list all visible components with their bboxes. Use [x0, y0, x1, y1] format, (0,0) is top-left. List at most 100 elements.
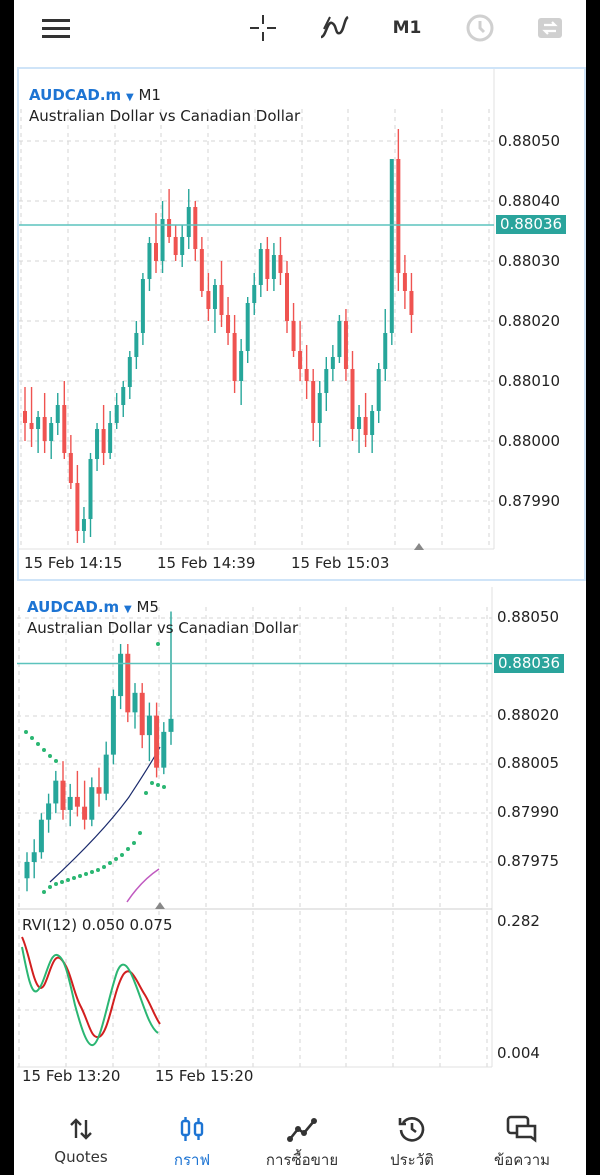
candle: [206, 291, 211, 309]
sar-dot: [84, 872, 88, 876]
price-chart-m5[interactable]: [17, 587, 582, 1092]
dropdown-arrow-icon: ▼: [123, 604, 132, 615]
candle: [173, 237, 178, 255]
candle: [396, 159, 401, 273]
symbol-name: AUDCAD.m: [27, 598, 120, 616]
top-toolbar: M1: [14, 0, 586, 58]
candle: [232, 333, 237, 381]
time-label: 15 Feb 15:20: [155, 1067, 254, 1085]
candle: [42, 417, 47, 441]
candle: [29, 423, 34, 429]
price-chart-m1[interactable]: [19, 69, 584, 579]
candle: [265, 249, 270, 279]
sar-dot: [144, 791, 148, 795]
sar-dot: [60, 880, 64, 884]
symbol-title[interactable]: AUDCAD.m ▼ M1: [29, 86, 161, 104]
candle: [278, 255, 283, 273]
symbol-timeframe: M1: [138, 86, 161, 104]
app-screen: M1 AUDCAD.m ▼ M1 Australian Dollar vs Ca…: [14, 0, 586, 1175]
price-axis-label: 0.88050: [497, 608, 560, 626]
quotes-icon: [26, 1112, 136, 1146]
price-axis-label: 0.87990: [498, 492, 561, 510]
price-axis-label: 0.88020: [498, 312, 561, 330]
time-label: 15 Feb 13:20: [22, 1067, 121, 1085]
price-axis-label: 0.87975: [497, 852, 560, 870]
candle: [24, 862, 30, 879]
candle: [95, 429, 100, 459]
messages-icon: [467, 1112, 577, 1146]
indicator-label: RVI(12) 0.050 0.075: [22, 916, 173, 934]
time-label: 15 Feb 15:03: [291, 554, 390, 572]
nav-label: ข้อความ: [493, 1151, 551, 1169]
nav-label: ประวัติ: [390, 1151, 434, 1169]
nav-label: การซื้อขาย: [265, 1151, 339, 1169]
candle: [285, 273, 289, 321]
nav-label: Quotes: [54, 1148, 108, 1166]
candle: [55, 405, 60, 423]
candle: [317, 393, 322, 423]
sar-dot: [126, 847, 130, 851]
nav-trade[interactable]: การซื้อขาย: [247, 1112, 357, 1172]
candle: [226, 315, 231, 333]
sar-dot: [42, 748, 46, 752]
candle: [389, 159, 394, 333]
nav-history[interactable]: ประวัติ: [357, 1112, 467, 1172]
candle: [154, 715, 160, 768]
trade-icon[interactable]: [532, 10, 568, 46]
candle: [343, 321, 348, 369]
price-axis-label: 0.88005: [497, 754, 560, 772]
candle: [96, 787, 102, 794]
candle: [212, 285, 217, 309]
candle: [67, 796, 73, 810]
candle: [304, 369, 309, 381]
candle: [101, 429, 106, 453]
sar-dot: [156, 642, 160, 646]
candle: [376, 369, 381, 411]
candle: [38, 819, 44, 853]
chart-panel-m1[interactable]: AUDCAD.m ▼ M1 Australian Dollar vs Canad…: [17, 67, 586, 581]
symbol-title[interactable]: AUDCAD.m ▼ M5: [27, 598, 159, 616]
candle: [49, 423, 54, 441]
nav-chart[interactable]: กราฟ: [137, 1112, 247, 1172]
crosshair-icon[interactable]: [246, 10, 280, 46]
candle: [311, 381, 316, 423]
nav-quotes[interactable]: Quotes: [26, 1112, 136, 1166]
candle: [139, 692, 145, 736]
sar-dot: [42, 890, 46, 894]
candle: [219, 285, 224, 315]
timeframe-button[interactable]: M1: [392, 18, 422, 38]
dropdown-arrow-icon: ▼: [125, 92, 134, 103]
candle: [298, 351, 303, 369]
rvi-main-line: [21, 946, 159, 1046]
candle: [36, 417, 41, 429]
indicators-icon[interactable]: [316, 10, 352, 46]
nav-messages[interactable]: ข้อความ: [467, 1112, 577, 1172]
candle: [140, 279, 145, 333]
sar-dot: [24, 730, 28, 734]
moving-average-line: [126, 868, 160, 903]
symbol-name: AUDCAD.m: [29, 86, 122, 104]
sar-dot: [120, 853, 124, 857]
candle: [89, 787, 95, 820]
candle: [252, 285, 257, 303]
sar-dot: [30, 736, 34, 740]
moving-average-line: [49, 746, 161, 883]
candle: [167, 219, 172, 237]
sar-dot: [54, 882, 58, 886]
clock-icon[interactable]: [462, 10, 498, 46]
sar-dot: [48, 885, 52, 889]
candle: [75, 483, 80, 531]
menu-icon[interactable]: [38, 10, 74, 46]
sar-dot: [54, 759, 58, 763]
candle: [110, 696, 116, 755]
sar-dot: [48, 754, 52, 758]
candle: [31, 852, 37, 862]
chart-panel-m5[interactable]: AUDCAD.m ▼ M5 Australian Dollar vs Canad…: [17, 587, 582, 1092]
candle: [337, 321, 342, 357]
shift-marker: [414, 543, 424, 550]
sar-dot: [132, 841, 136, 845]
time-label: 15 Feb 14:39: [157, 554, 256, 572]
symbol-timeframe: M5: [136, 598, 159, 616]
price-axis-label: 0.88020: [497, 706, 560, 724]
sar-dot: [114, 857, 118, 861]
